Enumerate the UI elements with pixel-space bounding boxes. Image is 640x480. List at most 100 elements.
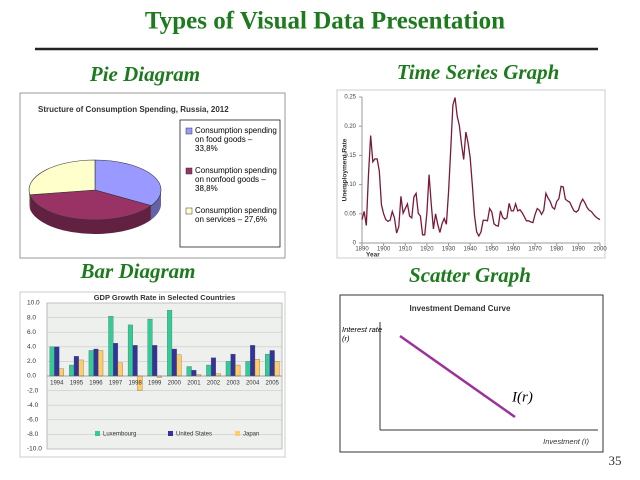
bar <box>215 373 221 377</box>
x-tick-label: 1990 <box>572 247 586 253</box>
bar <box>186 366 192 377</box>
bar <box>117 362 123 377</box>
bar <box>167 310 173 377</box>
x-tick-label: 2000 <box>168 381 182 387</box>
x-axis-label: Investment (I) <box>543 437 589 446</box>
bar <box>191 370 197 377</box>
chart-title: GDP Growth Rate in Selected Countries <box>94 293 236 302</box>
x-tick-label: 1996 <box>89 381 103 387</box>
legend-label: Consumption spending on services – 27,6% <box>195 206 277 224</box>
y-tick-label: -8.0 <box>27 431 39 438</box>
y-axis-label: Unemployment Rate <box>342 138 349 201</box>
y-tick-label: 0.20 <box>344 124 356 130</box>
bar <box>58 368 64 377</box>
curve-panel <box>339 294 604 453</box>
x-tick-label: 1900 <box>377 247 391 253</box>
legend-swatch <box>185 207 193 215</box>
x-tick-label: 2000 <box>593 247 607 253</box>
y-tick-label: 0.25 <box>344 95 356 101</box>
y-tick-label: 0.10 <box>344 182 356 188</box>
x-tick-label: 1940 <box>464 247 478 253</box>
x-tick-label: 1970 <box>528 247 542 253</box>
bar <box>250 345 256 377</box>
bar <box>269 350 275 377</box>
legend-swatch <box>185 167 193 175</box>
x-tick-label: 2002 <box>207 381 221 387</box>
legend-swatch <box>235 431 240 436</box>
y-tick-label: 4.0 <box>27 344 36 351</box>
x-tick-label: 1980 <box>550 247 564 253</box>
legend-label: Luxembourg <box>103 432 136 438</box>
x-tick-label: 2005 <box>266 381 280 387</box>
chart-title: Structure of Consumption Spending, Russi… <box>38 105 229 114</box>
x-tick-label: 1999 <box>148 381 162 387</box>
bar <box>54 346 60 377</box>
y-tick-label: 6.0 <box>27 329 36 336</box>
demand-curve <box>399 334 516 419</box>
bar <box>98 350 104 377</box>
y-tick-label: -6.0 <box>27 417 39 424</box>
bar <box>176 354 182 377</box>
bar <box>230 353 236 377</box>
bar <box>225 361 231 377</box>
bar <box>152 345 158 377</box>
y-tick-label: 2.0 <box>27 358 36 365</box>
bar <box>88 350 94 377</box>
bar <box>274 361 280 377</box>
bar <box>206 364 212 377</box>
x-tick-label: 2001 <box>187 381 201 387</box>
y-tick-label: 8.0 <box>27 314 36 321</box>
bar <box>235 364 241 377</box>
bar <box>265 353 271 377</box>
x-tick-label: 2003 <box>226 381 240 387</box>
legend-label: Consumption spending on nonfood goods – … <box>195 166 277 193</box>
x-axis-label: Year <box>366 252 380 259</box>
chart-title: Investment Demand Curve <box>410 304 511 313</box>
section-heading: Scatter Graph <box>409 263 531 287</box>
bar <box>132 345 138 377</box>
x-tick-label: 1997 <box>109 381 123 387</box>
x-tick-label: 1910 <box>399 247 413 253</box>
x-tick-label: 1994 <box>50 381 64 387</box>
section-heading: Time Series Graph <box>397 60 560 84</box>
page-number: 35 <box>609 453 622 468</box>
section-heading: Pie Diagram <box>89 62 200 86</box>
bar <box>108 315 114 377</box>
bar <box>210 357 216 377</box>
bar <box>69 364 75 377</box>
legend-swatch <box>185 127 193 135</box>
bar <box>171 348 177 377</box>
y-tick-label: -2.0 <box>27 387 39 394</box>
legend-swatch <box>168 431 173 436</box>
pie-slice <box>29 189 152 221</box>
legend-label: Consumption spending on food goods – 33,… <box>195 126 277 153</box>
y-tick-label: 0 <box>353 241 357 247</box>
x-tick-label: 1998 <box>128 381 142 387</box>
bar <box>93 348 99 377</box>
pie-slice <box>94 159 162 206</box>
y-tick-label: -4.0 <box>27 402 39 409</box>
x-tick-label: 2004 <box>246 381 260 387</box>
bar <box>113 342 119 377</box>
legend-label: United States <box>176 432 212 438</box>
x-tick-label: 1960 <box>507 247 521 253</box>
bar <box>254 359 260 377</box>
x-tick-label: 1995 <box>70 381 84 387</box>
bar <box>49 346 55 377</box>
x-tick-label: 1950 <box>485 247 499 253</box>
x-tick-label: 1930 <box>442 247 456 253</box>
pie-legend-box <box>179 119 281 248</box>
bar <box>78 359 84 377</box>
legend-label: Japan <box>243 432 259 438</box>
pie-slice <box>28 159 96 196</box>
bar <box>127 324 133 377</box>
y-tick-label: 0.15 <box>344 153 356 159</box>
y-tick-label: 0.05 <box>344 211 356 217</box>
data-line <box>361 97 601 238</box>
y-axis-label: Interest rate (r) <box>342 325 383 343</box>
bar <box>147 318 153 377</box>
y-tick-label: 0.0 <box>27 373 36 380</box>
bar <box>73 356 79 377</box>
